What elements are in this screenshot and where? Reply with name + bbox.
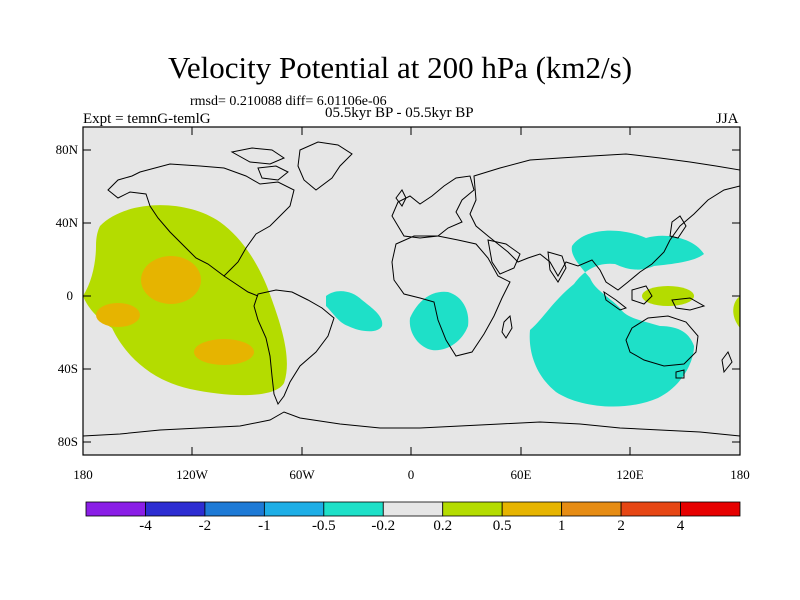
colorbar-label: -0.2 (371, 518, 396, 534)
colorbar-label: -4 (139, 518, 152, 534)
colorbar-swatch (263, 501, 325, 517)
season-label: JJA (716, 111, 739, 127)
coastline-central-america (223, 275, 259, 297)
coastline-canadian-arctic (230, 147, 286, 165)
contour-indian-ocean-negative (529, 230, 704, 407)
colorbar-label: 0.2 (433, 518, 453, 534)
contour-fills (83, 205, 740, 407)
colorbar-label: -2 (198, 518, 212, 534)
coastline-british-isles (395, 189, 407, 207)
x-tick-label: 120E (616, 467, 644, 482)
period-label: 05.5kyr BP - 05.5kyr BP (325, 105, 474, 121)
colorbar-label: 1 (557, 518, 566, 534)
coastline-india (547, 251, 567, 283)
y-tick-label: 80S (57, 434, 78, 449)
colorbar-label: -0.5 (311, 518, 336, 534)
colorbar-swatch (145, 501, 206, 517)
coastline-europe (391, 175, 475, 239)
coastline-borneo (631, 285, 653, 305)
coastline-asia (469, 153, 741, 291)
coastline-arctic-island (257, 165, 289, 181)
contour-orange-3 (194, 339, 254, 365)
experiment-label: Expt = temnG-temlG (83, 111, 211, 127)
contour-africa-negative (409, 291, 469, 351)
x-tick-label: 180 (730, 467, 750, 482)
coastline-arabia (487, 239, 521, 275)
coastlines (82, 141, 741, 437)
colorbar-label: 4 (676, 518, 685, 534)
colorbar-swatch (620, 501, 681, 517)
colorbar-swatch (680, 501, 741, 517)
colorbar-swatch (501, 501, 563, 517)
x-tick-label: 180 (73, 467, 93, 482)
y-tick-label: 40N (55, 215, 78, 230)
stats-label: rmsd= 0.210088 diff= 6.01106e-06 (190, 94, 387, 109)
coastline-tasmania (675, 369, 685, 379)
colorbar-swatch (382, 501, 444, 517)
contour-maritime-positive (642, 286, 694, 306)
axis-ticks (83, 127, 740, 455)
coastline-south-america (253, 289, 335, 406)
contour-south-america-negative (326, 291, 383, 332)
coastline-africa (391, 235, 511, 357)
x-tick-label: 60W (289, 467, 315, 482)
colorbar-swatch (85, 501, 146, 517)
coastline-greenland (297, 141, 353, 191)
coastline-north-america (107, 163, 295, 277)
colorbar-swatch (204, 501, 265, 517)
colorbar-label: 0.5 (492, 518, 512, 534)
coastline-sumatra (603, 290, 628, 311)
y-tick-label: 80N (55, 142, 78, 157)
coastline-antarctica (82, 411, 741, 437)
coastline-japan (669, 215, 687, 239)
contour-orange-1 (141, 256, 201, 304)
coastline-new-zealand (721, 350, 733, 374)
colorbar-swatch (561, 501, 622, 517)
colorbar-swatch (442, 501, 503, 517)
coastline-madagascar (501, 314, 513, 339)
contour-dateline-positive (733, 296, 740, 328)
colorbar-label: -1 (258, 518, 271, 534)
x-tick-label: 60E (510, 467, 532, 482)
contour-orange-2 (96, 303, 140, 327)
coastline-new-guinea (671, 297, 706, 311)
plot-title: Velocity Potential at 200 hPa (km2/s) (167, 50, 633, 85)
y-tick-label: 0 (66, 288, 74, 303)
colorbar-label: 2 (617, 518, 625, 534)
x-tick-label: 120W (176, 467, 208, 482)
colorbar-swatch (323, 501, 384, 517)
y-tick-label: 40S (57, 361, 78, 376)
coastline-australia (625, 315, 699, 367)
x-tick-label: 0 (407, 467, 415, 482)
